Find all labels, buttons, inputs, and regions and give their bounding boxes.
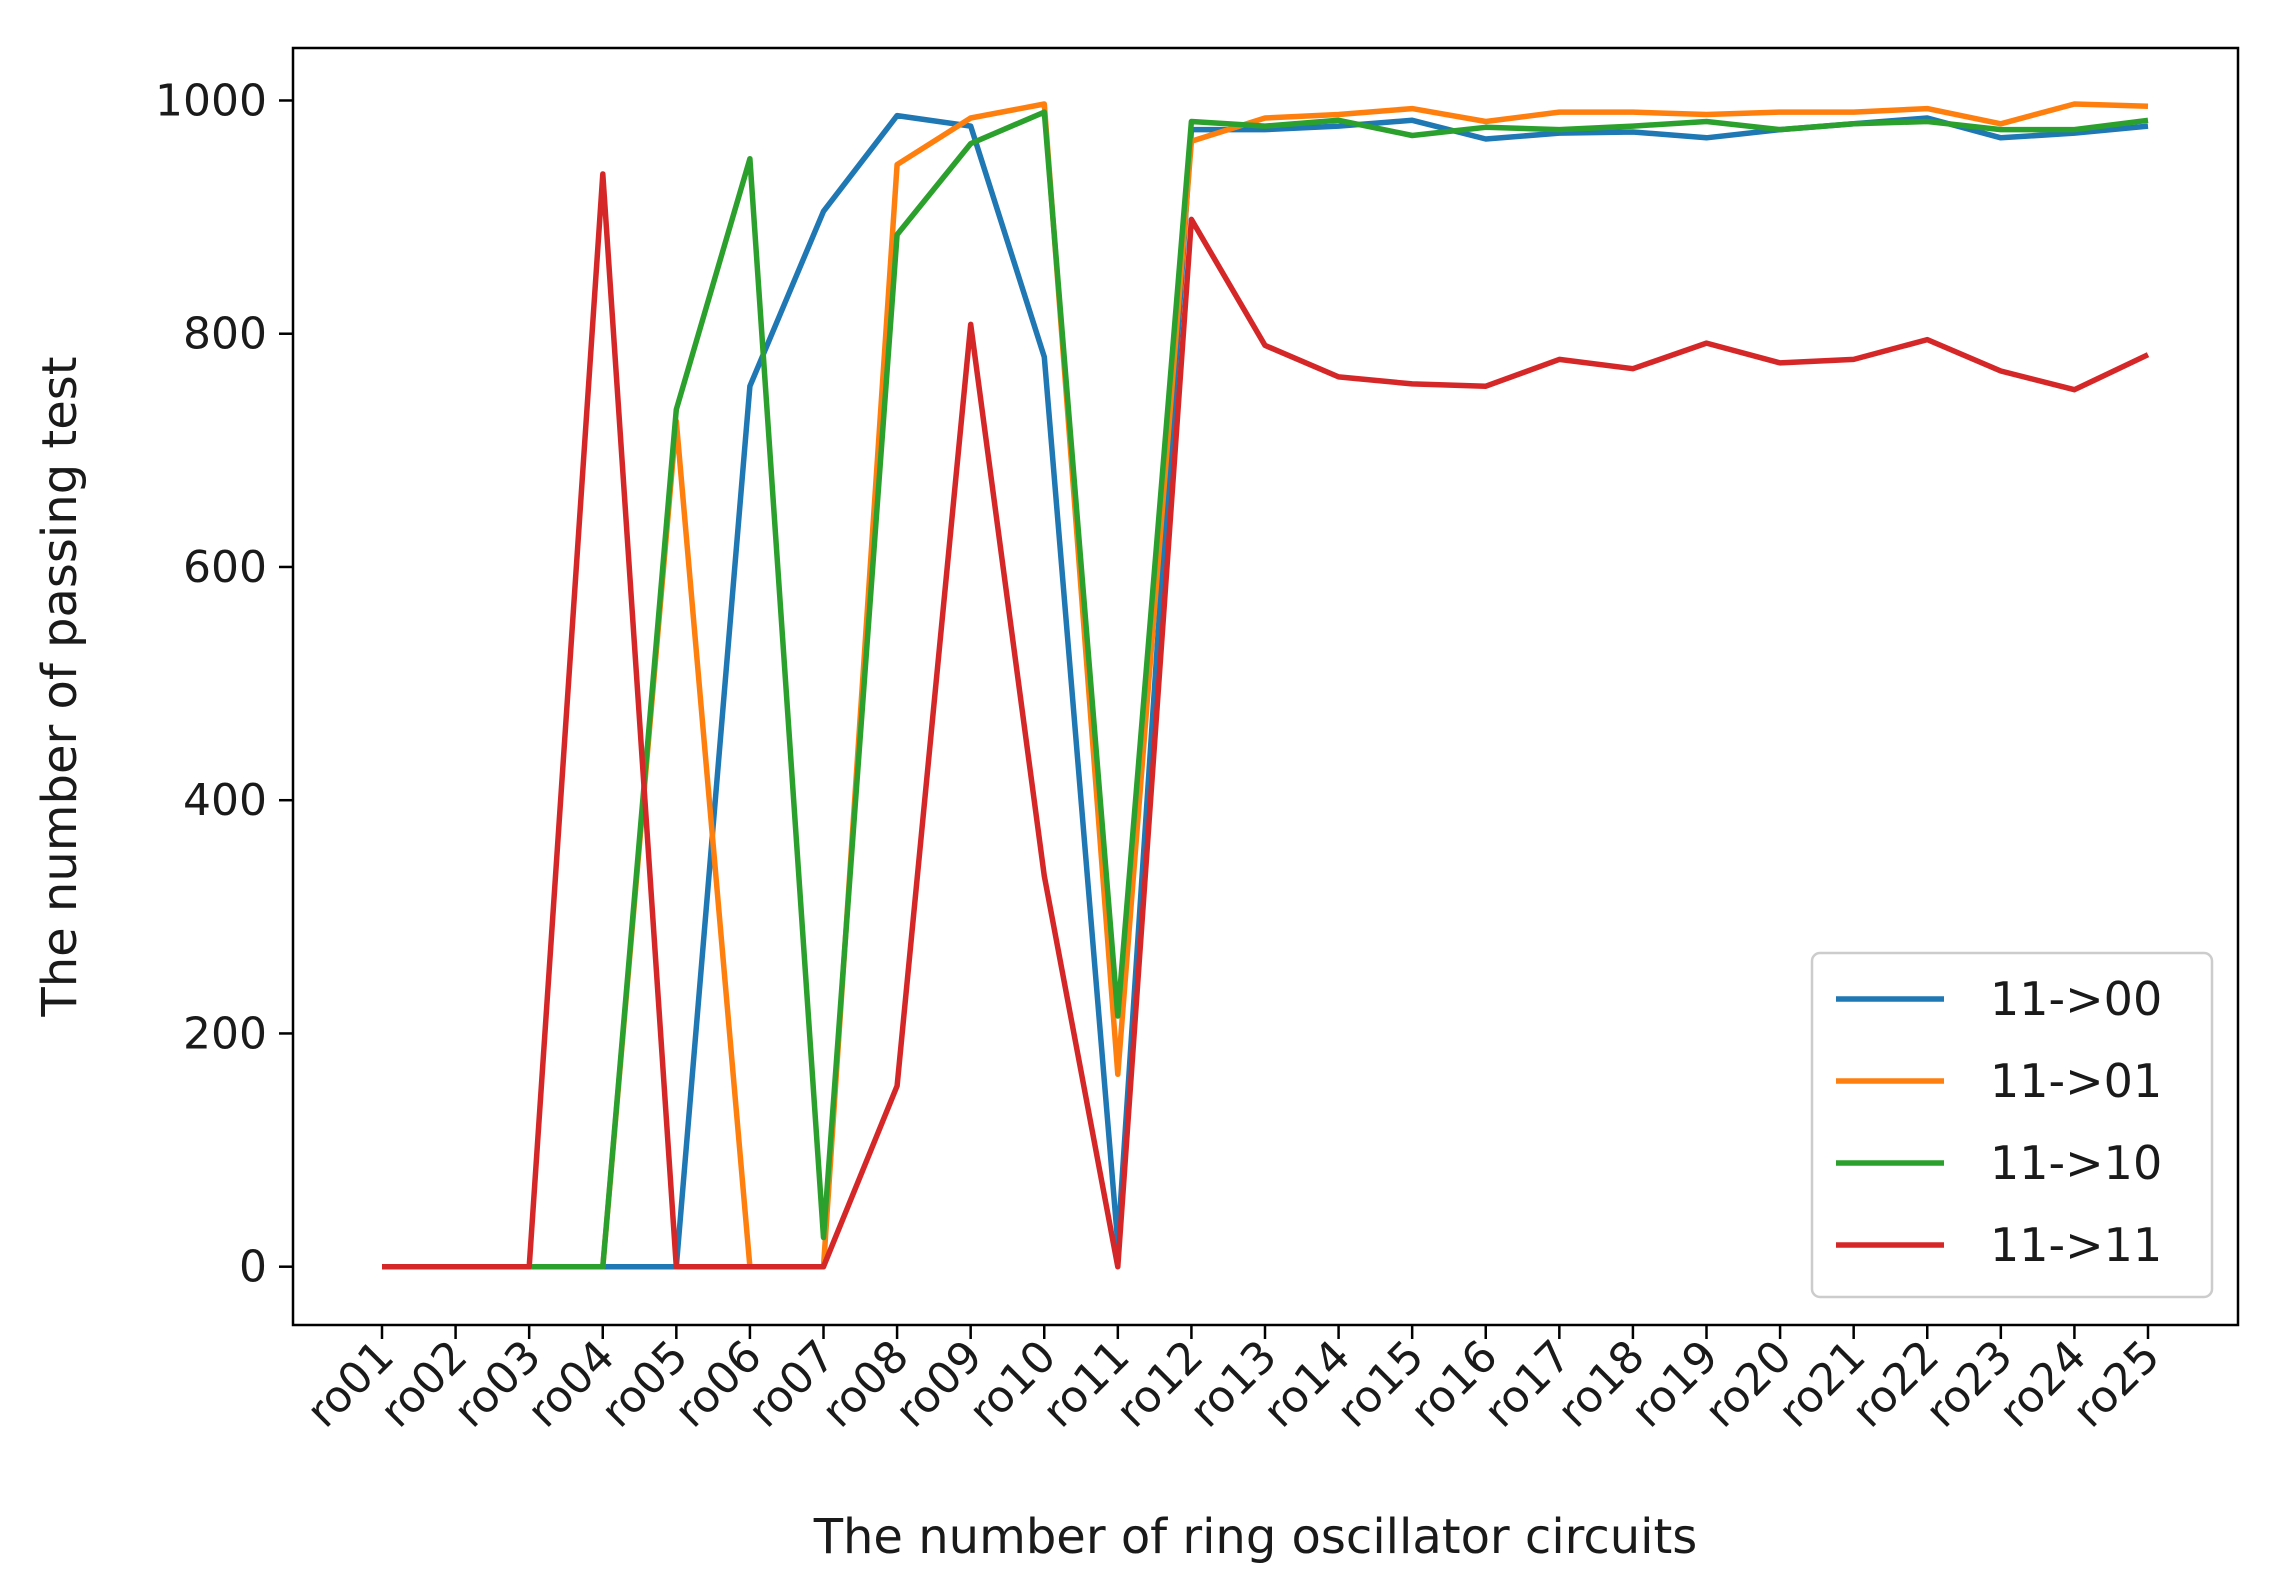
- series-layer: [382, 101, 2150, 1270]
- legend-label-4: 11->11: [1990, 1218, 2162, 1272]
- y-tick-label: 200: [183, 1008, 267, 1059]
- y-tick-label: 400: [183, 775, 267, 826]
- legend-label-2: 11->01: [1990, 1054, 2162, 1108]
- y-axis-label: The number of passing test: [32, 356, 88, 1017]
- legend-box: [1810, 951, 2214, 1299]
- x-axis-label: The number of ring oscillator circuits: [813, 1509, 1698, 1565]
- y-tick-label: 600: [183, 542, 267, 593]
- legend: 11->00 11->01 11->10 11->11: [1810, 951, 2214, 1299]
- series-line-3: [382, 109, 2149, 1270]
- y-tick-label: 0: [239, 1242, 267, 1293]
- y-tick-label: 1000: [155, 75, 267, 126]
- y-tick-label: 800: [183, 309, 267, 360]
- legend-label-1: 11->00: [1990, 972, 2162, 1026]
- y-axis: 0 200 400 600 800 1000: [155, 75, 293, 1293]
- series-line-4: [382, 171, 2150, 1270]
- legend-label-3: 11->10: [1990, 1136, 2162, 1190]
